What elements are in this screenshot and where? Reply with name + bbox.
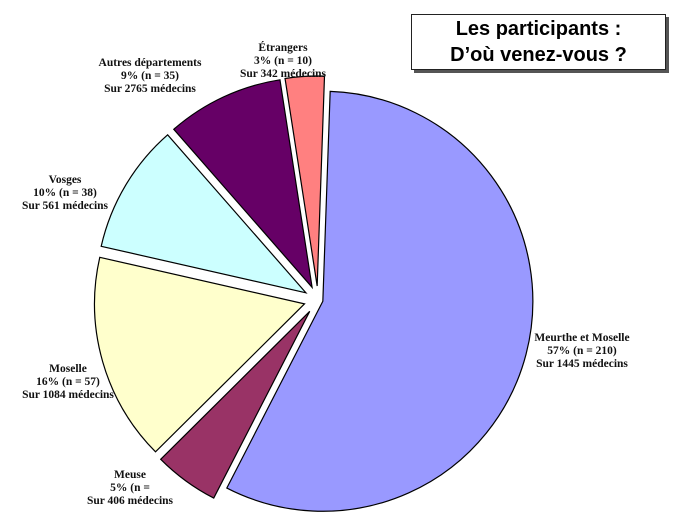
slice-label-line: 57% (n = 210) bbox=[547, 345, 617, 357]
slice-label-meuse: Meuse 5% (n = Sur 406 médecins bbox=[87, 469, 174, 507]
pie-slice-meurthe-et-moselle bbox=[226, 90, 534, 512]
slice-label-line: 5% (n = bbox=[110, 482, 150, 494]
slice-label-line: Vosges bbox=[49, 174, 82, 186]
pie-slice-vosges bbox=[100, 133, 308, 294]
pie-slice-autres-d-partements bbox=[172, 79, 313, 290]
pie-slice--trangers bbox=[284, 75, 326, 287]
slice-label-line: 10% (n = 38) bbox=[33, 187, 97, 199]
slice-label-line: Meuse bbox=[114, 469, 146, 481]
slice-label-vosges: Vosges 10% (n = 38) Sur 561 médecins bbox=[22, 174, 109, 212]
slice-label-line: Sur 561 médecins bbox=[22, 200, 109, 212]
pie-slices bbox=[93, 75, 534, 512]
slice-label-line: Moselle bbox=[49, 363, 87, 375]
slice-label-line: Sur 1445 médecins bbox=[536, 358, 628, 370]
slice-label--trangers: Étrangers 3% (n = 10) Sur 342 médecins bbox=[240, 40, 327, 80]
slice-label-line: Sur 406 médecins bbox=[87, 495, 174, 507]
slice-label-line: Sur 2765 médecins bbox=[104, 83, 196, 95]
slice-label-moselle: Moselle 16% (n = 57) Sur 1084 médecins bbox=[22, 363, 114, 401]
slice-label-line: Sur 342 médecins bbox=[240, 68, 327, 80]
slice-label-line: Autres départements bbox=[99, 57, 202, 69]
slice-label-autres-d-partements: Autres départements 9% (n = 35) Sur 2765 m… bbox=[99, 57, 202, 95]
chart-title-line-2: D’où venez-vous ? bbox=[450, 44, 627, 66]
slice-label-line: Étrangers bbox=[258, 40, 308, 54]
chart-title-box: Les participants : D’où venez-vous ? bbox=[411, 14, 666, 70]
slice-label-line: 3% (n = 10) bbox=[254, 55, 312, 67]
slice-label-line: Sur 1084 médecins bbox=[22, 389, 114, 401]
slice-label-line: 9% (n = 35) bbox=[121, 70, 179, 82]
slice-label-line: 16% (n = 57) bbox=[36, 376, 100, 388]
slice-label-meurthe-et-moselle: Meurthe et Moselle 57% (n = 210) Sur 1445 … bbox=[534, 332, 629, 370]
pie-labels: Meurthe et Moselle 57% (n = 210) Sur 1445 … bbox=[22, 40, 630, 507]
slice-label-line: Meurthe et Moselle bbox=[534, 332, 629, 344]
pie-slice-meuse bbox=[159, 310, 311, 499]
pie-slice-moselle bbox=[93, 256, 306, 453]
chart-title-line-1: Les participants : bbox=[455, 18, 622, 40]
